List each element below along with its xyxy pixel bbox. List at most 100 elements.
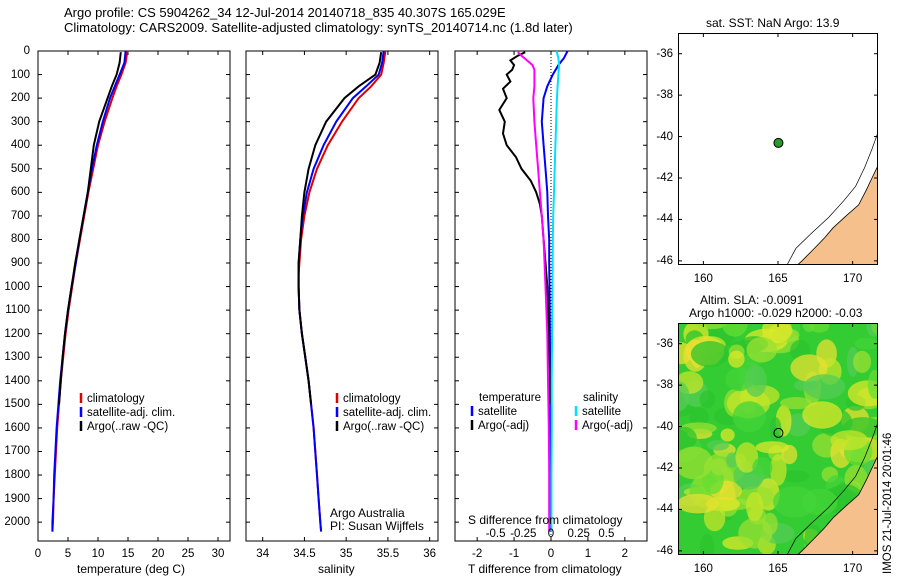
argo-float-marker [773,137,784,148]
sla-anomaly-blob [726,452,739,468]
sla-anomaly-blob [732,401,766,433]
x-tick-label: 15 [121,548,135,560]
depth-tick-label: 0 [23,45,30,57]
title-line-1: Argo profile: CS 5904262_34 12-Jul-2014 … [64,5,506,20]
map-y-tick-label: -44 [656,503,673,516]
map-y-tick-label: -46 [656,254,673,267]
sla-anomaly-blob [801,488,838,516]
depth-tick-label: 2000 [4,516,30,529]
sla-anomaly-blob [720,428,735,442]
sla-anomaly-blob [678,381,690,412]
map-x-tick-label: 170 [843,563,863,575]
sla-anomaly-blob [770,453,787,486]
depth-tick-label: 1200 [4,327,30,340]
sla-anomaly-blob [802,401,843,429]
sla-anomaly-blob [728,350,745,368]
bathymetry-contour [786,422,878,555]
sla-anomaly-blob [699,390,716,409]
sla-anomaly-blob [830,430,869,451]
legend-label: Argo(-adj) [582,420,633,432]
legend-label: satellite-adj. clim. [343,407,431,419]
sla-anomaly-blob [867,370,878,399]
argo-australia-label: Argo Australia [330,506,405,520]
sla-anomaly-blob [678,446,714,480]
sla-anomaly-blob [690,341,730,367]
series-satellite [540,50,569,532]
plot-frame [245,50,439,542]
x-tick-label: 20 [151,548,165,560]
new-zealand-land [796,165,878,265]
depth-tick-label: 300 [10,115,30,128]
map-x-tick-label: 165 [768,563,788,575]
s-tick-label: -0.5 [485,528,506,540]
legend-label: satellite [478,406,517,418]
x-tick-label: 2 [621,548,629,560]
depth-tick-label: 1700 [4,445,30,458]
map-x-tick-label: 160 [693,563,713,575]
depth-tick-label: 100 [10,68,30,81]
title-line-2: Climatology: CARS2009. Satellite-adjuste… [64,20,573,35]
map-y-tick-label: -36 [656,337,673,350]
x-tick-label: 10 [91,548,105,560]
depth-tick-label: 400 [10,139,30,152]
sla-anomaly-blob [803,374,846,400]
sla-anomaly-blob [678,426,697,450]
sla-anomaly-blob [762,323,792,344]
x-tick-label: 1 [584,548,592,560]
plot-frame [37,50,231,542]
sla-map-title-2: Argo h1000: -0.029 h2000: -0.03 [689,306,863,320]
depth-tick-label: 1500 [4,398,30,411]
legend-title-temperature: temperature [479,392,541,404]
map-x-tick-label: 165 [768,273,788,285]
s-tick-label: 0.5 [598,528,615,540]
map-y-tick-label: -40 [656,130,673,143]
legend-label: climatology [87,393,145,405]
s-tick-label: -0.25 [510,528,537,540]
t-difference-xlabel: T difference from climatology [468,562,622,576]
pi-label: PI: Susan Wijffels [330,519,424,533]
legend-label: Argo(..raw -QC) [87,421,168,433]
new-zealand-land [796,455,878,555]
depth-tick-label: 1300 [4,351,30,364]
sla-anomaly-blob [689,407,709,427]
map-y-tick-label: -38 [656,89,673,102]
sla-anomaly-blob [755,441,790,454]
sla-anomaly-blob [744,364,767,397]
depth-tick-label: 1000 [4,280,30,293]
x-tick-label: -2 [472,548,483,560]
legend-label: Argo(-adj) [478,420,529,432]
depth-tick-label: 1400 [4,374,30,387]
x-tick-label: 35 [339,548,353,560]
argo-float-marker [773,427,784,438]
map-y-tick-label: -40 [656,420,673,433]
x-tick-label: -1 [508,548,520,560]
sla-anomaly-blob [735,442,759,473]
series-argo---raw--qc- [297,52,383,405]
sla-anomaly-blob [699,533,715,555]
depth-tick-label: 700 [10,209,30,222]
depth-tick-label: 1800 [4,469,30,482]
x-tick-label: 0 [34,548,42,560]
temperature-xlabel: temperature (deg C) [77,562,186,576]
x-tick-label: 5 [64,548,72,560]
sla-anomaly-blob [738,517,773,549]
sla-anomaly-blob [802,323,816,332]
depth-tick-label: 1600 [4,421,30,434]
series-argo--adj- [498,51,552,405]
series-satellite [550,50,561,532]
depth-tick-label: 800 [10,233,30,246]
sla-anomaly-blob [746,491,764,522]
s-difference-label: S difference from climatology [468,513,623,527]
map-y-tick-label: -44 [656,213,673,226]
x-tick-label: 36 [423,548,437,560]
map-y-tick-label: -38 [656,379,673,392]
x-tick-label: 34 [256,548,270,560]
depth-tick-label: 900 [10,257,30,270]
difference-panel: temperature salinity satellite Argo(-adj) sa… [454,50,648,542]
series-argo---raw--qc- [58,52,122,405]
salinity-xlabel: salinity [318,562,355,576]
depth-tick-label: 1100 [5,304,30,317]
sst-map [678,33,878,265]
legend-title-salinity: salinity [583,392,618,404]
s-tick-label: 0 [547,528,555,540]
